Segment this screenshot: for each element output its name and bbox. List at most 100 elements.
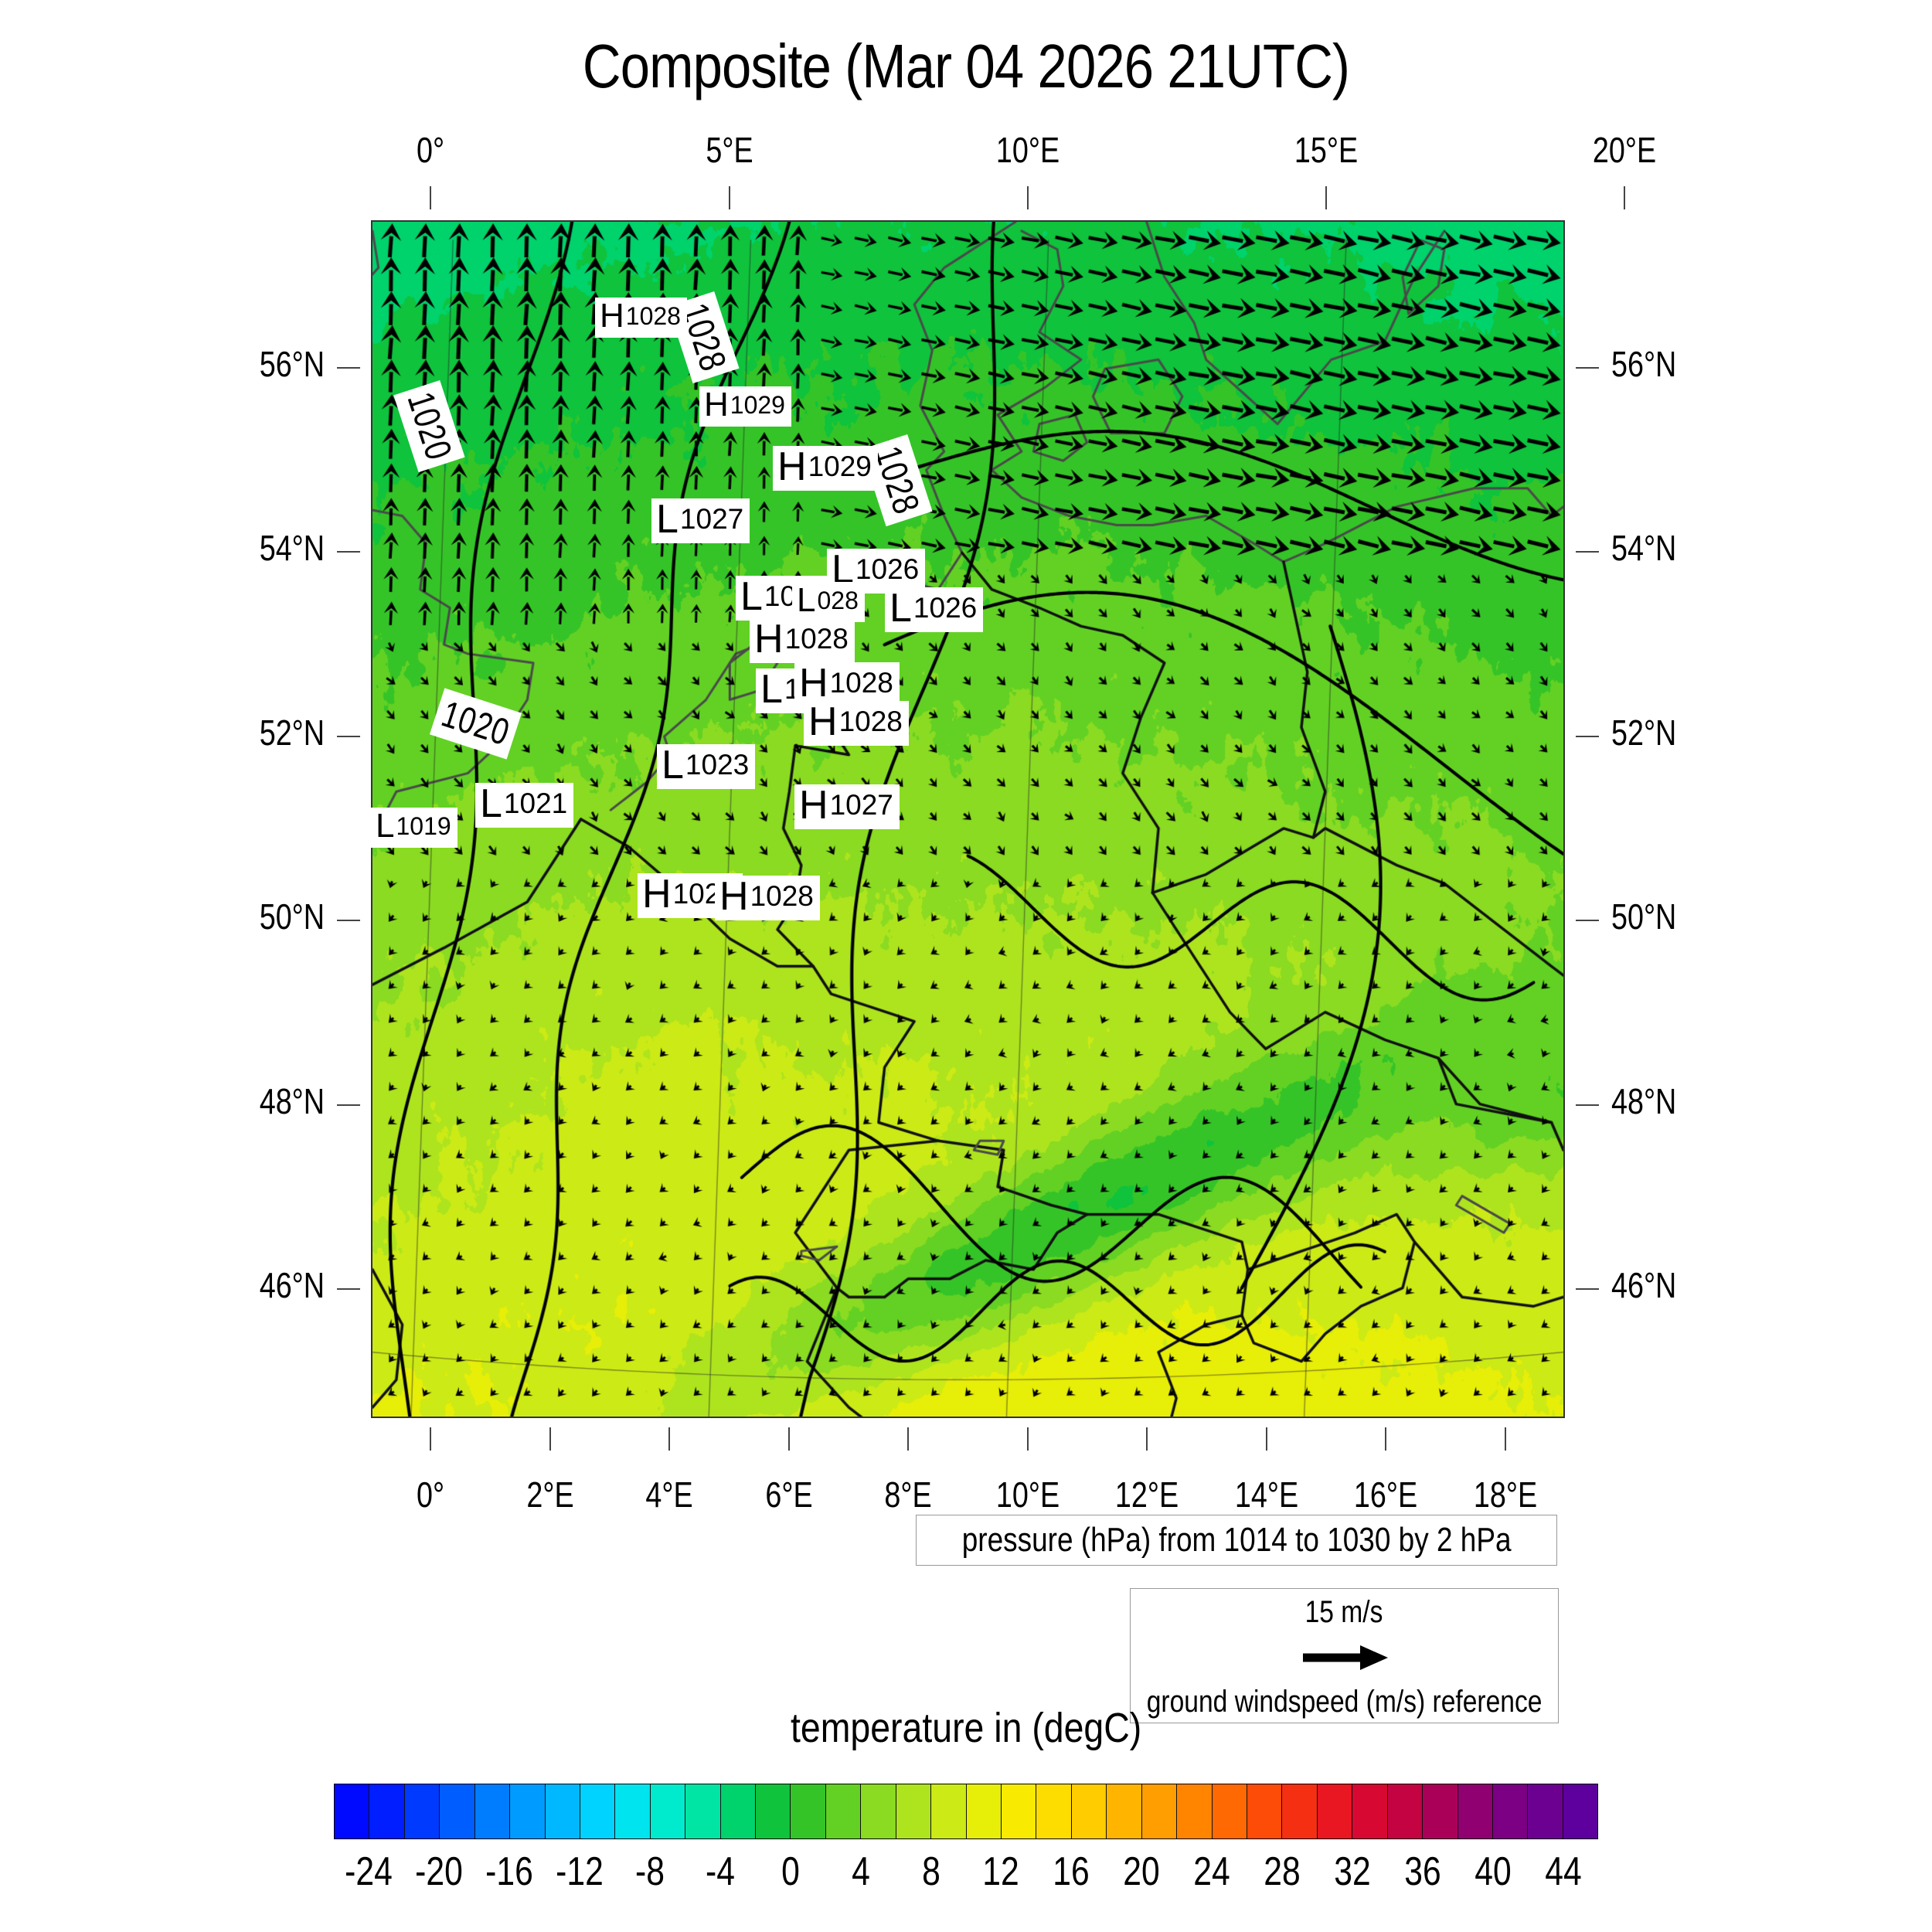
axis-label-bottom-1: 2°E: [526, 1475, 574, 1515]
axis-label-right-2: 52°N: [1611, 712, 1677, 753]
axis-tick-top: [1026, 186, 1029, 209]
axis-label-top-4: 20°E: [1593, 130, 1657, 170]
pressure-marker-value: 028: [817, 587, 859, 614]
colorbar-segment: [510, 1784, 546, 1838]
colorbar-segment: [1107, 1784, 1142, 1838]
axis-tick-bottom: [1504, 1427, 1506, 1451]
axis-label-left-1: 54°N: [259, 528, 325, 569]
axis-label-left-3: 50°N: [259, 896, 325, 937]
axis-label-bottom-9: 18°E: [1473, 1475, 1537, 1515]
axis-tick-bottom: [1146, 1427, 1148, 1451]
colorbar-segment: [580, 1784, 616, 1838]
colorbar-tick-label: -24: [345, 1849, 393, 1894]
axis-tick-right: [1576, 1104, 1599, 1106]
axis-tick-left: [337, 366, 360, 369]
axis-tick-top: [1624, 186, 1626, 209]
colorbar-segment: [1177, 1784, 1213, 1838]
pressure-marker-value: 1026: [913, 592, 978, 624]
pressure-marker-type: L: [662, 743, 684, 787]
axis-tick-bottom: [907, 1427, 910, 1451]
axis-tick-top: [1325, 186, 1327, 209]
high-pressure-marker: H1028: [804, 701, 909, 746]
high-pressure-marker: H1027: [794, 784, 900, 829]
pressure-marker-value: 1023: [685, 749, 750, 781]
axis-tick-right: [1576, 920, 1599, 922]
colorbar-title-text: temperature in (degC): [790, 1705, 1142, 1751]
axis-tick-right: [1576, 366, 1599, 369]
wind-reference-arrow-icon: [1298, 1642, 1391, 1673]
axis-label-bottom-2: 4°E: [645, 1475, 693, 1515]
colorbar-segment: [1458, 1784, 1493, 1838]
axis-tick-left: [337, 735, 360, 737]
pressure-marker-type: H: [799, 661, 828, 706]
colorbar-tick-label: 36: [1404, 1849, 1441, 1894]
pressure-legend-text: pressure (hPa) from 1014 to 1030 by 2 hP…: [961, 1521, 1512, 1559]
pressure-marker-type: H: [777, 444, 807, 489]
wind-reference-legend: 15 m/s ground windspeed (m/s) reference: [1130, 1588, 1559, 1723]
colorbar-tick-label: 8: [921, 1849, 940, 1894]
axis-label-left-0: 56°N: [259, 343, 325, 384]
colorbar-segment: [756, 1784, 791, 1838]
pressure-marker-value: 1028: [784, 623, 849, 655]
axis-label-bottom-6: 12°E: [1115, 1475, 1179, 1515]
pressure-marker-type: H: [808, 699, 838, 744]
colorbar-segment: [369, 1784, 405, 1838]
colorbar-title: temperature in (degC): [0, 1704, 1932, 1752]
colorbar-segment: [474, 1784, 511, 1838]
axis-label-bottom-3: 6°E: [765, 1475, 813, 1515]
pressure-marker-type: L: [480, 781, 502, 826]
pressure-marker-type: L: [760, 667, 783, 712]
colorbar-tick-label: -8: [635, 1849, 665, 1894]
axis-label-bottom-7: 14°E: [1234, 1475, 1298, 1515]
pressure-marker-value: 1028: [838, 706, 903, 737]
pressure-marker-type: L: [797, 581, 816, 619]
colorbar-segment: [1387, 1784, 1423, 1838]
colorbar-tick-label: -12: [556, 1849, 604, 1894]
colorbar-tick-label: 12: [982, 1849, 1020, 1894]
axis-label-right-1: 54°N: [1611, 528, 1677, 569]
pressure-marker-type: H: [754, 617, 784, 662]
axis-label-bottom-0: 0°: [417, 1475, 445, 1515]
axis-label-left-4: 48°N: [259, 1080, 325, 1121]
axis-tick-left: [337, 1288, 360, 1291]
colorbar-segment: [685, 1784, 721, 1838]
colorbar-segment: [1212, 1784, 1247, 1838]
wind-reference-caption: ground windspeed (m/s) reference: [1146, 1685, 1543, 1719]
colorbar-segment: [615, 1784, 651, 1838]
low-pressure-marker: L1019: [371, 808, 457, 848]
colorbar-tick-label: 16: [1053, 1849, 1090, 1894]
colorbar-segment: [1002, 1784, 1037, 1838]
colorbar-segment: [1141, 1784, 1178, 1838]
axis-label-right-5: 46°N: [1611, 1265, 1677, 1306]
axis-tick-right: [1576, 735, 1599, 737]
colorbar-segment: [1071, 1784, 1107, 1838]
wind-reference-value: 15 m/s: [1305, 1595, 1383, 1629]
colorbar-segment: [1317, 1784, 1353, 1838]
temperature-colorbar: [334, 1784, 1598, 1839]
colorbar-tick-label: 24: [1193, 1849, 1230, 1894]
low-pressure-marker: L1026: [827, 549, 926, 594]
pressure-marker-type: H: [642, 872, 672, 917]
page-title: Composite (Mar 04 2026 21UTC): [582, 32, 1350, 100]
low-pressure-marker: L1027: [651, 498, 750, 543]
low-pressure-marker: L1023: [657, 743, 756, 789]
high-pressure-marker: H1028: [715, 876, 820, 920]
colorbar-segment: [1423, 1784, 1458, 1838]
pressure-marker-value: 1029: [730, 391, 785, 419]
colorbar-segment: [791, 1784, 826, 1838]
axis-tick-bottom: [787, 1427, 790, 1451]
colorbar-segment: [825, 1784, 862, 1838]
axis-label-left-5: 46°N: [259, 1265, 325, 1306]
colorbar-segment: [440, 1784, 475, 1838]
pressure-marker-type: L: [376, 807, 395, 845]
axis-tick-left: [337, 1104, 360, 1106]
colorbar-tick-label: 44: [1544, 1849, 1582, 1894]
pressure-marker-value: 1027: [829, 789, 893, 821]
colorbar-segment: [1563, 1784, 1598, 1838]
axis-label-bottom-4: 8°E: [884, 1475, 932, 1515]
pressure-marker-value: 1019: [396, 812, 451, 840]
axis-label-bottom-5: 10°E: [995, 1475, 1060, 1515]
colorbar-segment: [335, 1784, 370, 1838]
colorbar-segment: [1492, 1784, 1529, 1838]
axis-tick-bottom: [1265, 1427, 1267, 1451]
